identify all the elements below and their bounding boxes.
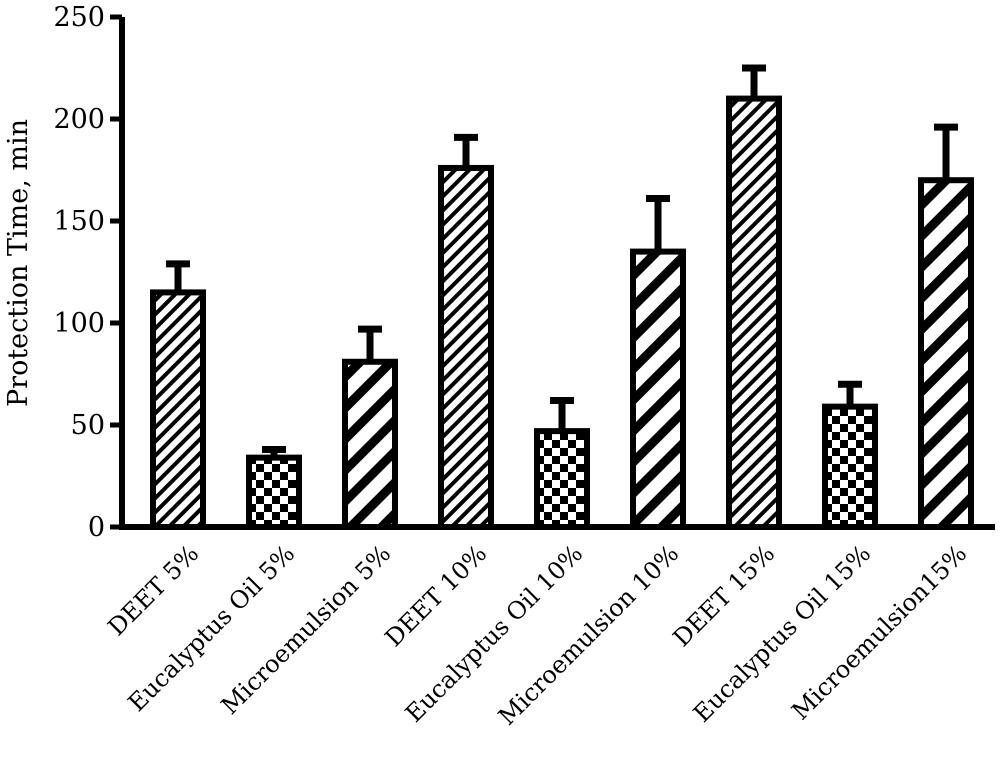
y-tick-label-250: 250 <box>53 2 105 33</box>
y-axis-title: Protection Time, min <box>3 119 34 407</box>
error-bar-3 <box>358 325 382 362</box>
x-tick-label-5: Eucalyptus Oil 10% <box>400 539 588 727</box>
y-tick-label-150: 150 <box>53 206 105 237</box>
y-tick-label-200: 200 <box>53 104 105 135</box>
y-tick-label-0: 0 <box>88 512 105 543</box>
bar-3 <box>342 358 398 531</box>
error-bar-1 <box>166 260 190 293</box>
bar-9 <box>918 177 974 530</box>
y-ticks-layer: 0 50 100 150 200 250 <box>53 2 122 543</box>
error-bar-6 <box>646 195 670 252</box>
x-tick-label-3: Microemulsion 5% <box>216 539 397 720</box>
error-bar-4 <box>454 133 478 168</box>
x-tick-label-6: Microemulsion 10% <box>493 539 684 730</box>
bar-4 <box>438 164 494 531</box>
error-bar-2 <box>262 445 286 458</box>
error-bars-layer <box>166 64 958 458</box>
x-labels-layer: DEET 5%Eucalyptus Oil 5%Microemulsion 5%… <box>102 539 972 730</box>
error-bar-7 <box>742 64 766 99</box>
bars-layer <box>150 95 974 531</box>
y-tick-label-100: 100 <box>53 308 105 339</box>
x-tick-label-9: Microemulsion15% <box>786 539 972 725</box>
bar-2 <box>246 454 302 531</box>
bar-6 <box>630 248 686 530</box>
y-tick-label-50: 50 <box>71 410 105 441</box>
bar-8 <box>822 403 878 531</box>
bar-7 <box>726 95 782 530</box>
error-bar-5 <box>550 397 574 432</box>
x-tick-label-8: Eucalyptus Oil 15% <box>688 539 876 727</box>
bar-1 <box>150 289 206 530</box>
x-tick-label-2: Eucalyptus Oil 5% <box>123 539 301 717</box>
axes-layer <box>119 17 995 530</box>
error-bar-9 <box>934 123 958 181</box>
error-bar-8 <box>838 380 862 407</box>
bar-5 <box>534 428 590 530</box>
x-tick-label-1: DEET 5% <box>102 539 204 641</box>
